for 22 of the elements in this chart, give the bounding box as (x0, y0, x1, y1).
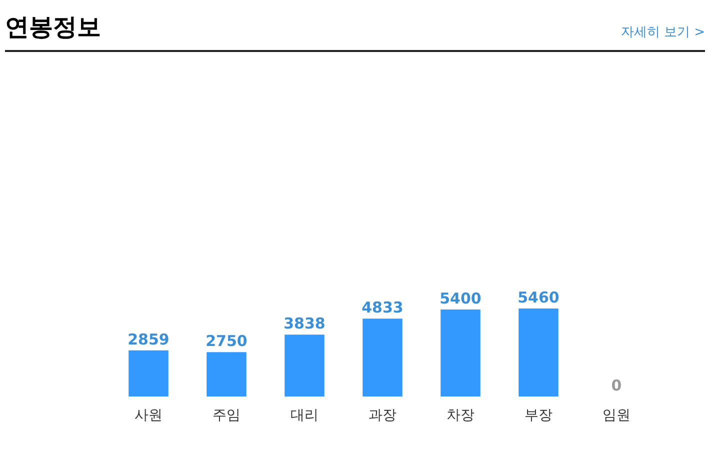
x-tick-label: 사원 (134, 408, 162, 424)
data-label: 0 (611, 376, 622, 394)
bar (206, 352, 246, 396)
x-tick-label: 차장 (446, 408, 474, 424)
x-tick-label: 부장 (524, 408, 552, 424)
chart-title: 연봉정보 (5, 13, 101, 41)
x-tick-label: 임원 (602, 408, 630, 424)
data-label: 2750 (206, 332, 248, 350)
bar (362, 318, 402, 396)
data-label: 5400 (440, 289, 482, 308)
data-label: 2859 (128, 330, 170, 348)
data-label: 3838 (284, 314, 326, 333)
bar (518, 308, 558, 396)
bar (440, 309, 480, 396)
x-tick-label: 과장 (368, 408, 396, 424)
data-label: 5460 (518, 288, 560, 306)
text: 자세히 보기 > (620, 24, 705, 42)
data-label: 4833 (362, 298, 404, 317)
x-tick-label: 대리 (290, 408, 318, 424)
x-tick-label: 주임 (212, 408, 240, 424)
bar (128, 350, 168, 396)
bar (284, 334, 324, 396)
